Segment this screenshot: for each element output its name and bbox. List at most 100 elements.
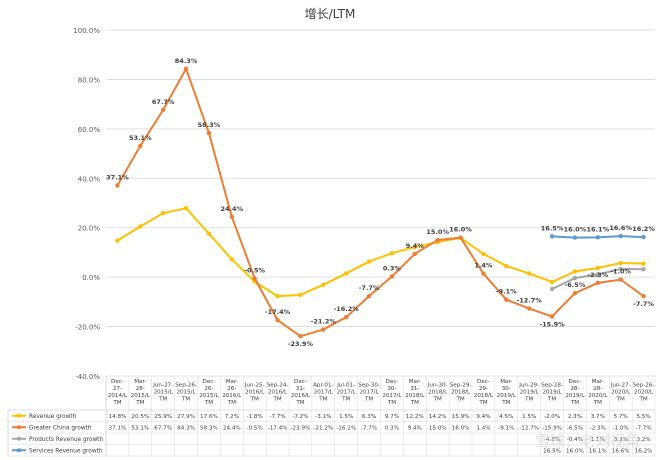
x-tick-label: Sep-30- (358, 383, 380, 389)
table-cell: 5.5% (636, 414, 650, 420)
x-tick-label: 2015/L (131, 393, 151, 399)
x-tick-label: Dec- (111, 379, 124, 385)
series-point (389, 250, 395, 256)
legend-key-marker (17, 448, 21, 453)
table-cell: 16.2% (635, 448, 653, 454)
x-tick-label: 2017/L (337, 390, 357, 396)
x-tick-label: 2020/L (611, 390, 631, 396)
x-tick-label: 30- (502, 386, 511, 392)
series-point (595, 265, 601, 271)
series-point (412, 244, 418, 250)
series-point (412, 251, 418, 257)
table-cell: 67.7% (154, 425, 172, 431)
data-label: 0.3% (383, 264, 402, 272)
series-point (481, 251, 486, 257)
watermark: 雪球：老刘视角 (535, 432, 640, 450)
x-tick-label: Dec- (477, 379, 490, 385)
data-label: 9.4% (406, 242, 425, 250)
table-cell: 7.2% (225, 414, 239, 420)
x-tick-label: 2020/L (588, 393, 608, 399)
x-tick-label: Sep-29- (450, 383, 472, 389)
x-tick-label: 2016/L (291, 393, 311, 399)
series-point (549, 314, 555, 319)
y-tick-label: 60.0% (78, 126, 101, 134)
data-label: -7.7% (359, 284, 380, 292)
x-tick-label: 31- (296, 386, 305, 392)
data-label: -16.2% (334, 305, 360, 313)
table-cell: 15.0% (429, 425, 447, 431)
x-tick-label: TM (135, 400, 144, 406)
data-label: 16.0% (564, 226, 587, 234)
table-cell: 27.9% (177, 414, 195, 420)
x-tick-label: TM (204, 400, 213, 406)
data-label: -0.5% (244, 266, 265, 274)
table-cell: 37.1% (109, 425, 127, 431)
table-cell: 16.6% (612, 448, 630, 454)
table-cell: 16.1% (589, 448, 607, 454)
x-tick-label: TM (455, 397, 464, 403)
series-point (481, 271, 486, 276)
data-label: -1.0% (610, 268, 631, 276)
series-point (435, 237, 440, 243)
series-point (504, 297, 509, 302)
data-label: 16.2% (632, 225, 655, 233)
legend-key-marker (17, 413, 21, 418)
table-cell: 4.5% (499, 414, 513, 420)
x-tick-label: Sep-26- (633, 383, 655, 389)
series-point (526, 306, 532, 311)
x-tick-label: TM (387, 400, 396, 406)
table-cell: 9.4% (408, 425, 422, 431)
table-cell: 17.6% (200, 414, 218, 420)
data-label: 16.1% (587, 225, 610, 233)
series-point (572, 235, 578, 240)
table-cell: 15.9% (452, 414, 470, 420)
x-tick-label: 2018/L (451, 390, 471, 396)
series-line-0 (116, 207, 644, 298)
y-tick-label: 100.0% (73, 27, 100, 35)
data-label: -9.1% (496, 288, 517, 296)
table-cell: 84.3% (177, 425, 195, 431)
table-cell: 16.0% (452, 425, 470, 431)
x-tick-label: 2016/L (222, 393, 242, 399)
series-point (641, 293, 646, 299)
series-point (183, 66, 189, 72)
y-tick-label: -40.0% (75, 373, 100, 381)
series-point (572, 269, 578, 274)
series-point (618, 266, 623, 272)
x-tick-label: 2014/L (108, 393, 128, 399)
x-tick-label: Jun-27- (610, 383, 631, 389)
series-point (115, 238, 120, 243)
x-tick-label: 31- (410, 386, 419, 392)
x-tick-label: TM (364, 397, 373, 403)
x-tick-label: TM (272, 397, 281, 403)
x-tick-label: Jun-29- (518, 383, 539, 389)
table-cell: -0.5% (247, 425, 263, 431)
x-tick-label: Apr-01- (313, 383, 333, 389)
table-cell: -3.1% (315, 414, 331, 420)
x-tick-label: 2019/L (565, 393, 585, 399)
legend-key-marker (17, 436, 21, 441)
legend-entry: Services Revenue growth (29, 448, 103, 454)
x-tick-label: 2019/L (497, 393, 517, 399)
x-tick-label: Dec- (294, 379, 307, 385)
x-tick-label: 2016/L (245, 390, 265, 396)
table-cell: 3.2% (636, 437, 650, 443)
table-cell: 25.9% (154, 414, 172, 420)
x-tick-label: 2017/L (382, 393, 402, 399)
x-tick-label: TM (524, 397, 533, 403)
x-tick-label: 30- (387, 386, 396, 392)
table-cell: 9.4% (476, 414, 490, 420)
x-tick-label: TM (112, 400, 121, 406)
table-cell: 53.1% (131, 425, 149, 431)
x-tick-label: TM (410, 400, 419, 406)
series-point (458, 235, 463, 240)
series-point (595, 280, 601, 286)
data-label: 53.1% (129, 134, 152, 142)
data-label: 16.0% (449, 226, 472, 234)
table-cell: 14.8% (109, 414, 127, 420)
x-tick-label: 26- (204, 386, 213, 392)
x-tick-label: 28- (570, 386, 579, 392)
series-point (138, 143, 143, 149)
data-label: 84.3% (175, 57, 198, 65)
